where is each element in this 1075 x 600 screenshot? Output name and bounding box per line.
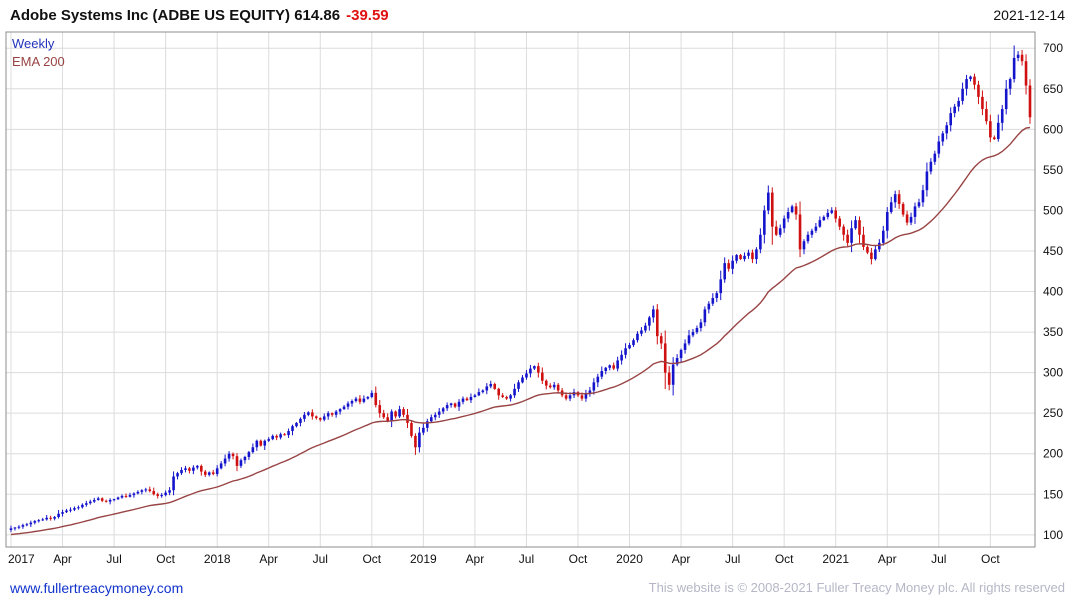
y-axis-tick: 100 <box>1043 528 1063 542</box>
chart-canvas[interactable]: 100 150 200 250 300 350 400 450 500 550 600 650 700 2… <box>0 30 1075 575</box>
x-axis-tick: Apr <box>259 552 278 566</box>
gridlines <box>6 32 1035 547</box>
y-axis-tick: 450 <box>1043 244 1063 258</box>
page-title: Adobe Systems Inc (ADBE US EQUITY) 614.8… <box>10 7 389 25</box>
y-axis-tick: 200 <box>1043 447 1063 461</box>
copyright-text: This website is © 2008-2021 Fuller Treac… <box>648 580 1065 595</box>
y-axis-tick: 500 <box>1043 203 1063 217</box>
x-axis-tick: Oct <box>362 552 381 566</box>
x-axis-tick: Oct <box>981 552 1000 566</box>
y-axis-tick: 700 <box>1043 41 1063 55</box>
y-axis-tick: 150 <box>1043 487 1063 501</box>
y-axis-tick: 350 <box>1043 325 1063 339</box>
x-axis-tick: 2017 <box>8 552 35 566</box>
x-axis-tick: Jul <box>931 552 946 566</box>
y-axis-tick: 650 <box>1043 82 1063 96</box>
x-axis-tick: Oct <box>569 552 588 566</box>
y-axis-tick: 400 <box>1043 285 1063 299</box>
x-axis-tick: 2020 <box>616 552 643 566</box>
x-axis-tick: Apr <box>53 552 72 566</box>
x-axis-tick: Jul <box>106 552 121 566</box>
y-axis-tick: 550 <box>1043 163 1063 177</box>
x-axis-tick: Oct <box>156 552 175 566</box>
page-footer: www.fullertreacymoney.com This website i… <box>0 575 1075 600</box>
x-axis-tick: Jul <box>519 552 534 566</box>
x-axis-tick: 2021 <box>822 552 849 566</box>
plot-border <box>5 31 1036 548</box>
x-axis-tick: Oct <box>775 552 794 566</box>
x-axis-tick: Jul <box>313 552 328 566</box>
y-axis-tick: 600 <box>1043 122 1063 136</box>
x-axis-tick: 2018 <box>204 552 231 566</box>
date-label: 2021-12-14 <box>993 7 1065 23</box>
price-change: -39.59 <box>346 7 389 24</box>
instrument-title: Adobe Systems Inc (ADBE US EQUITY) 614.8… <box>10 7 341 24</box>
price-chart[interactable]: 100 150 200 250 300 350 400 450 500 550 600 650 700 2… <box>0 30 1075 575</box>
x-axis-tick: Apr <box>878 552 897 566</box>
y-axis-tick: 300 <box>1043 366 1063 380</box>
x-axis-tick: 2019 <box>410 552 437 566</box>
x-axis-tick: Jul <box>725 552 740 566</box>
chart-header: Adobe Systems Inc (ADBE US EQUITY) 614.8… <box>0 0 1075 30</box>
site-link[interactable]: www.fullertreacymoney.com <box>10 579 184 596</box>
x-axis-tick: Apr <box>672 552 691 566</box>
ema-line <box>10 126 1031 536</box>
x-axis-tick: Apr <box>466 552 485 566</box>
candles-group <box>9 45 1032 533</box>
y-axis-tick: 250 <box>1043 406 1063 420</box>
